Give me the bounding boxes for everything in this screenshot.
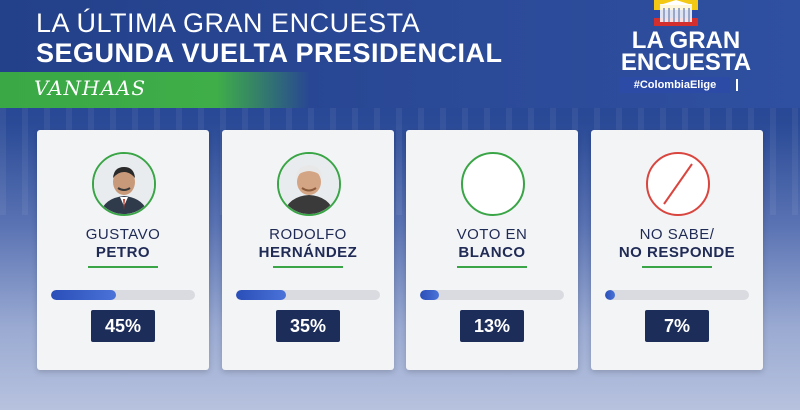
candidate-card-hernandez: RODOLFO HERNÁNDEZ 35% xyxy=(222,130,394,370)
la-gran-encuesta-logo: LA GRAN ENCUESTA #ColombiaElige xyxy=(610,0,760,100)
name-underline xyxy=(273,266,343,268)
progress-track xyxy=(51,290,195,300)
slashed-circle-icon xyxy=(646,152,710,216)
progress-bar xyxy=(420,290,439,300)
option-name-line-2: BLANCO xyxy=(458,244,526,261)
candidate-name-line-1: RODOLFO xyxy=(269,226,347,243)
option-name-line-1: NO SABE/ xyxy=(639,226,715,243)
capitol-flag-icon xyxy=(654,0,698,26)
empty-circle-icon xyxy=(461,152,525,216)
candidate-photo-icon xyxy=(277,152,341,216)
candidate-name-line-1: GUSTAVO xyxy=(85,226,161,243)
pollster-logo: VANHAAS xyxy=(34,76,147,100)
candidate-name-line-2: HERNÁNDEZ xyxy=(258,244,358,261)
name-underline xyxy=(457,266,527,268)
hashtag-badge: #ColombiaElige xyxy=(620,77,730,93)
percentage-label: 13% xyxy=(460,310,524,342)
brand-title: LA GRAN ENCUESTA xyxy=(616,27,756,76)
brand-line-2: ENCUESTA xyxy=(620,49,752,76)
header: LA ÚLTIMA GRAN ENCUESTA SEGUNDA VUELTA P… xyxy=(0,0,800,108)
progress-track xyxy=(605,290,749,300)
name-underline xyxy=(642,266,712,268)
candidate-name-line-2: PETRO xyxy=(95,244,151,261)
name-underline xyxy=(88,266,158,268)
title-line-1: LA ÚLTIMA GRAN ENCUESTA xyxy=(36,8,421,38)
option-card-no-sabe-no-responde: NO SABE/ NO RESPONDE 7% xyxy=(591,130,763,370)
option-card-voto-en-blanco: VOTO EN BLANCO 13% xyxy=(406,130,578,370)
option-name-line-1: VOTO EN xyxy=(456,226,528,243)
title-line-2: SEGUNDA VUELTA PRESIDENCIAL xyxy=(36,38,503,68)
green-accent-bar xyxy=(0,72,310,108)
progress-track xyxy=(420,290,564,300)
percentage-label: 7% xyxy=(645,310,709,342)
progress-bar xyxy=(605,290,616,300)
percentage-label: 45% xyxy=(91,310,155,342)
brand-line-1: LA GRAN xyxy=(631,27,741,54)
progress-track xyxy=(236,290,380,300)
option-name-line-2: NO RESPONDE xyxy=(618,244,736,261)
candidate-photo-icon xyxy=(92,152,156,216)
progress-bar xyxy=(51,290,116,300)
candidate-card-petro: GUSTAVO PETRO 45% xyxy=(37,130,209,370)
percentage-label: 35% xyxy=(276,310,340,342)
progress-bar xyxy=(236,290,287,300)
cursor-mark xyxy=(736,79,738,91)
